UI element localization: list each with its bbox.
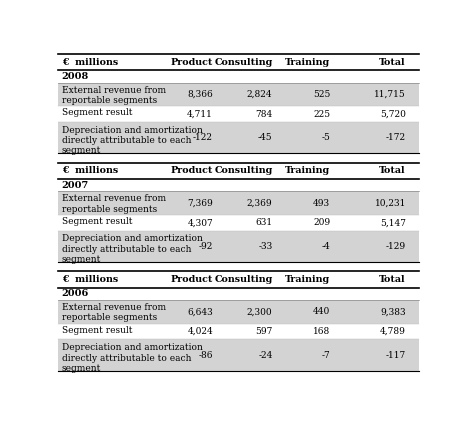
Text: 2006: 2006 [62,289,89,298]
Text: Total: Total [379,166,406,175]
Text: 7,369: 7,369 [187,199,213,208]
Text: 440: 440 [313,308,330,316]
Text: 6,643: 6,643 [187,308,213,316]
Text: 8,366: 8,366 [187,90,213,99]
Text: -129: -129 [386,242,406,251]
Text: Total: Total [379,57,406,67]
Text: Depreciation and amortization
directly attributable to each
segment: Depreciation and amortization directly a… [62,126,203,155]
Text: Depreciation and amortization
directly attributable to each
segment: Depreciation and amortization directly a… [62,343,203,373]
Text: 10,231: 10,231 [374,199,406,208]
Text: Consulting: Consulting [214,166,272,175]
Text: 9,383: 9,383 [380,308,406,316]
Text: €  millions: € millions [62,275,118,284]
Text: 5,720: 5,720 [380,110,406,119]
Bar [58,179,418,192]
Text: 2,824: 2,824 [247,90,272,99]
Text: -92: -92 [199,242,213,251]
Text: -117: -117 [385,351,406,360]
Text: -24: -24 [258,351,272,360]
Bar [58,122,418,153]
Text: 4,024: 4,024 [187,327,213,336]
Text: 4,307: 4,307 [187,218,213,227]
Text: -122: -122 [193,133,213,142]
Text: External revenue from
reportable segments: External revenue from reportable segment… [62,86,166,105]
Bar [58,106,418,122]
Text: 5,147: 5,147 [380,218,406,227]
Text: Training: Training [285,166,330,175]
Bar [58,271,418,288]
Text: -45: -45 [258,133,272,142]
Bar [58,339,418,371]
Text: 168: 168 [313,327,330,336]
Text: -5: -5 [321,133,330,142]
Text: External revenue from
reportable segments: External revenue from reportable segment… [62,303,166,322]
Bar [58,300,418,324]
Text: 4,711: 4,711 [187,110,213,119]
Text: Total: Total [379,275,406,284]
Bar [58,162,418,179]
Bar [58,231,418,262]
Text: Product: Product [171,166,213,175]
Bar [58,215,418,231]
Text: Segment result: Segment result [62,326,132,335]
Bar [58,54,418,70]
Text: -86: -86 [199,351,213,360]
Text: Training: Training [285,57,330,67]
Bar [58,288,418,300]
Text: 209: 209 [313,218,330,227]
Text: 2,300: 2,300 [247,308,272,316]
Text: Segment result: Segment result [62,217,132,226]
Text: -4: -4 [321,242,330,251]
Text: 493: 493 [313,199,330,208]
Bar [58,324,418,339]
Text: -7: -7 [321,351,330,360]
Bar [58,192,418,215]
Text: Consulting: Consulting [214,57,272,67]
Text: Depreciation and amortization
directly attributable to each
segment: Depreciation and amortization directly a… [62,234,203,264]
Text: Segment result: Segment result [62,108,132,117]
Text: 225: 225 [313,110,330,119]
Text: External revenue from
reportable segments: External revenue from reportable segment… [62,194,166,214]
Text: 11,715: 11,715 [374,90,406,99]
Text: -172: -172 [386,133,406,142]
Text: Product: Product [171,275,213,284]
Text: Consulting: Consulting [214,275,272,284]
Text: 4,789: 4,789 [380,327,406,336]
Bar [58,70,418,83]
Bar [58,83,418,106]
Text: 631: 631 [255,218,272,227]
Text: 2008: 2008 [62,72,89,81]
Text: 525: 525 [313,90,330,99]
Text: 2007: 2007 [62,181,89,190]
Text: 2,369: 2,369 [247,199,272,208]
Text: Product: Product [171,57,213,67]
Text: -33: -33 [258,242,272,251]
Text: €  millions: € millions [62,57,118,67]
Text: Training: Training [285,275,330,284]
Text: €  millions: € millions [62,166,118,175]
Text: 784: 784 [255,110,272,119]
Text: 597: 597 [255,327,272,336]
